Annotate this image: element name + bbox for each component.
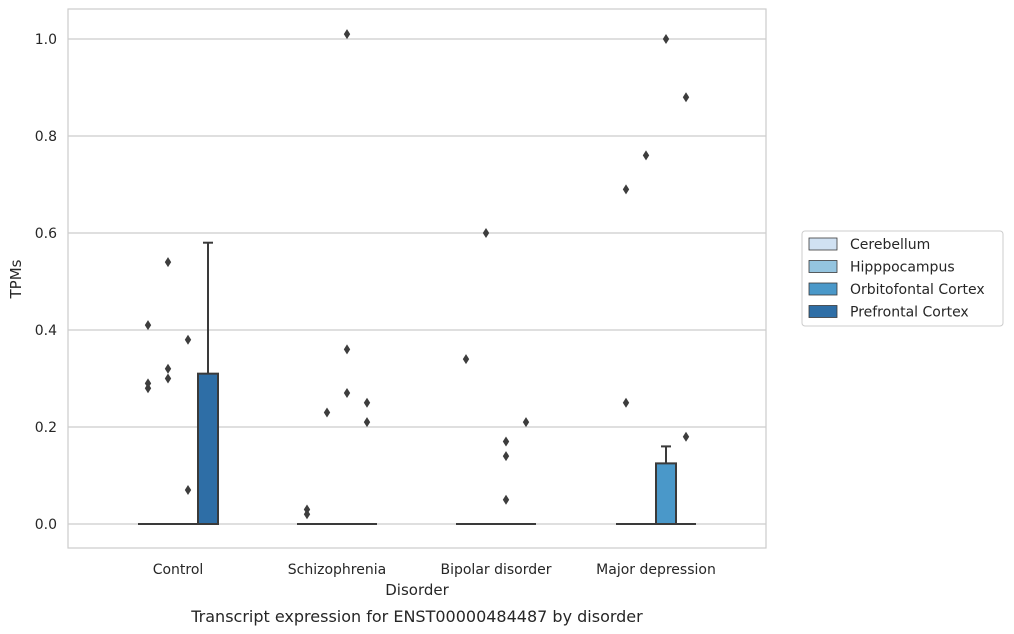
box-orbitofontal-cortex bbox=[655, 445, 677, 525]
outlier-point bbox=[343, 388, 351, 399]
box-body bbox=[197, 372, 219, 525]
outlier-point bbox=[303, 504, 311, 515]
outlier-point bbox=[184, 485, 192, 496]
y-axis-label: TPMs bbox=[7, 259, 25, 299]
y-tick-label: 0.8 bbox=[35, 129, 57, 145]
legend-items: Cerebellum Hipppocampus Orbitofontal Corte… bbox=[808, 237, 985, 321]
outlier-point bbox=[164, 373, 172, 384]
x-tick-label: Major depression bbox=[596, 562, 716, 578]
outlier-point bbox=[323, 407, 331, 418]
legend-swatch bbox=[808, 260, 838, 273]
legend-label: Cerebellum bbox=[850, 237, 930, 253]
outlier-point bbox=[164, 257, 172, 268]
x-tick-label: Schizophrenia bbox=[288, 562, 386, 578]
y-axis-ticks: 0.0 0.2 0.4 0.6 0.8 1.0 bbox=[35, 32, 57, 533]
x-tick-label: Control bbox=[153, 562, 204, 578]
box-prefrontal-cortex bbox=[197, 241, 219, 525]
outlier-point bbox=[522, 417, 530, 428]
legend-label: Hipppocampus bbox=[850, 260, 955, 276]
outlier-point bbox=[622, 397, 630, 408]
legend-swatch bbox=[808, 305, 838, 318]
x-axis-label: Disorder bbox=[385, 581, 449, 599]
box-series bbox=[138, 241, 696, 525]
y-tick-label: 0.0 bbox=[35, 517, 57, 533]
outlier-point bbox=[502, 451, 510, 462]
y-tick-label: 1.0 bbox=[35, 32, 57, 48]
outlier-point bbox=[144, 320, 152, 331]
outlier-point bbox=[642, 150, 650, 161]
legend-label: Orbitofontal Cortex bbox=[850, 282, 985, 298]
x-axis-ticks: Control Schizophrenia Bipolar disorder Majo… bbox=[153, 562, 716, 578]
y-tick-label: 0.6 bbox=[35, 226, 57, 242]
outlier-point bbox=[363, 417, 371, 428]
outlier-point bbox=[502, 436, 510, 447]
legend-swatch bbox=[808, 282, 838, 296]
legend: Cerebellum Hipppocampus Orbitofontal Corte… bbox=[801, 230, 1004, 327]
outlier-point bbox=[662, 34, 670, 44]
outlier-point bbox=[184, 334, 192, 345]
outlier-point bbox=[682, 92, 690, 103]
outlier-point bbox=[502, 494, 510, 505]
x-tick-label: Bipolar disorder bbox=[440, 562, 551, 578]
chart-caption: Transcript expression for ENST0000048448… bbox=[190, 607, 643, 626]
legend-frame bbox=[801, 230, 1004, 327]
outlier-point bbox=[343, 29, 351, 40]
y-tick-label: 0.2 bbox=[35, 420, 57, 436]
outlier-point bbox=[682, 431, 690, 442]
y-tick-label: 0.4 bbox=[35, 323, 57, 339]
legend-label: Prefrontal Cortex bbox=[850, 305, 969, 321]
plot-area bbox=[67, 8, 767, 549]
outlier-point bbox=[482, 228, 490, 238]
outlier-point bbox=[363, 397, 371, 408]
legend-swatch bbox=[808, 237, 838, 251]
outlier-point bbox=[622, 184, 630, 195]
outlier-point bbox=[144, 378, 152, 389]
outlier-points bbox=[144, 29, 690, 520]
outlier-point bbox=[462, 354, 470, 365]
outlier-point bbox=[343, 344, 351, 355]
box-body bbox=[655, 462, 677, 525]
outlier-point bbox=[164, 363, 172, 374]
gridlines bbox=[68, 38, 766, 525]
